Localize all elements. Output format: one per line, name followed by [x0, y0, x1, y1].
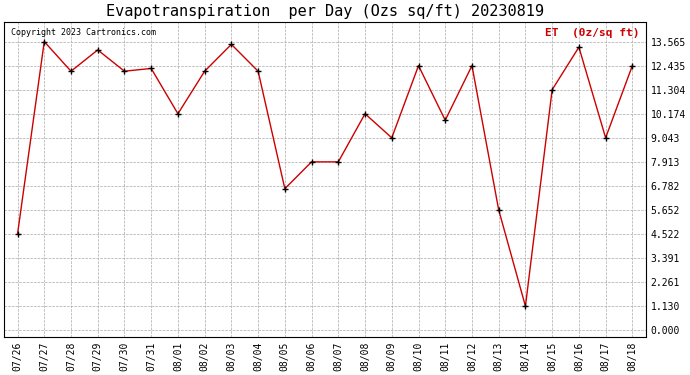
Title: Evapotranspiration  per Day (Ozs sq/ft) 20230819: Evapotranspiration per Day (Ozs sq/ft) 2… — [106, 4, 544, 19]
Text: ET  (0z/sq ft): ET (0z/sq ft) — [545, 28, 640, 38]
Text: Copyright 2023 Cartronics.com: Copyright 2023 Cartronics.com — [10, 28, 155, 37]
